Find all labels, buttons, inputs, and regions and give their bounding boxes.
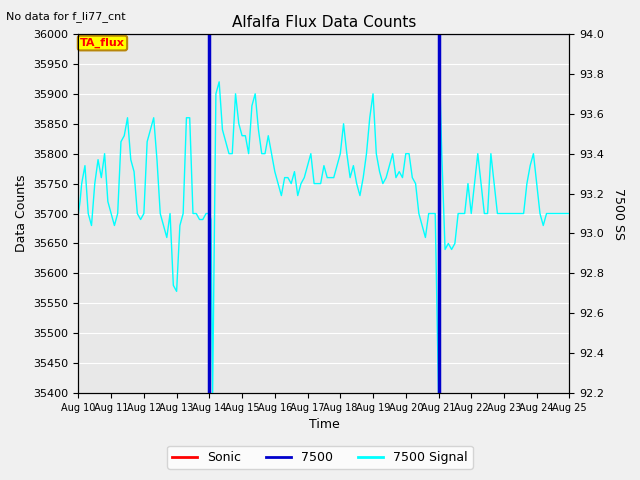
Text: TA_flux: TA_flux [80, 38, 125, 48]
Y-axis label: 7500 SS: 7500 SS [612, 188, 625, 240]
Text: No data for f_li77_cnt: No data for f_li77_cnt [6, 11, 126, 22]
Title: Alfalfa Flux Data Counts: Alfalfa Flux Data Counts [232, 15, 416, 30]
Y-axis label: Data Counts: Data Counts [15, 175, 28, 252]
Legend: Sonic, 7500, 7500 Signal: Sonic, 7500, 7500 Signal [167, 446, 473, 469]
X-axis label: Time: Time [308, 419, 339, 432]
